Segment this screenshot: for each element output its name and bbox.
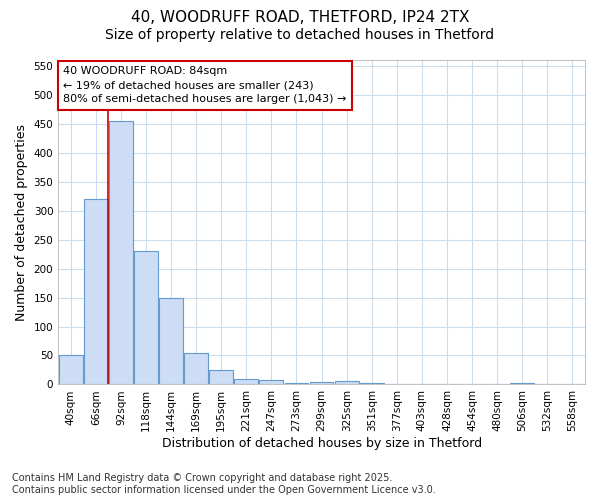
Text: 40, WOODRUFF ROAD, THETFORD, IP24 2TX: 40, WOODRUFF ROAD, THETFORD, IP24 2TX: [131, 10, 469, 25]
Bar: [184, 352, 208, 384]
Bar: [511, 382, 534, 384]
Y-axis label: Number of detached properties: Number of detached properties: [15, 124, 28, 320]
Bar: [235, 378, 258, 384]
Bar: [284, 382, 308, 384]
Bar: [335, 381, 359, 384]
Text: 40 WOODRUFF ROAD: 84sqm
← 19% of detached houses are smaller (243)
80% of semi-d: 40 WOODRUFF ROAD: 84sqm ← 19% of detache…: [64, 66, 347, 104]
Bar: [84, 199, 108, 384]
Bar: [134, 251, 158, 384]
X-axis label: Distribution of detached houses by size in Thetford: Distribution of detached houses by size …: [161, 437, 482, 450]
Bar: [310, 382, 334, 384]
Text: Contains HM Land Registry data © Crown copyright and database right 2025.
Contai: Contains HM Land Registry data © Crown c…: [12, 474, 436, 495]
Bar: [109, 121, 133, 384]
Bar: [159, 298, 183, 384]
Bar: [259, 380, 283, 384]
Text: Size of property relative to detached houses in Thetford: Size of property relative to detached ho…: [106, 28, 494, 42]
Bar: [209, 370, 233, 384]
Bar: [59, 356, 83, 384]
